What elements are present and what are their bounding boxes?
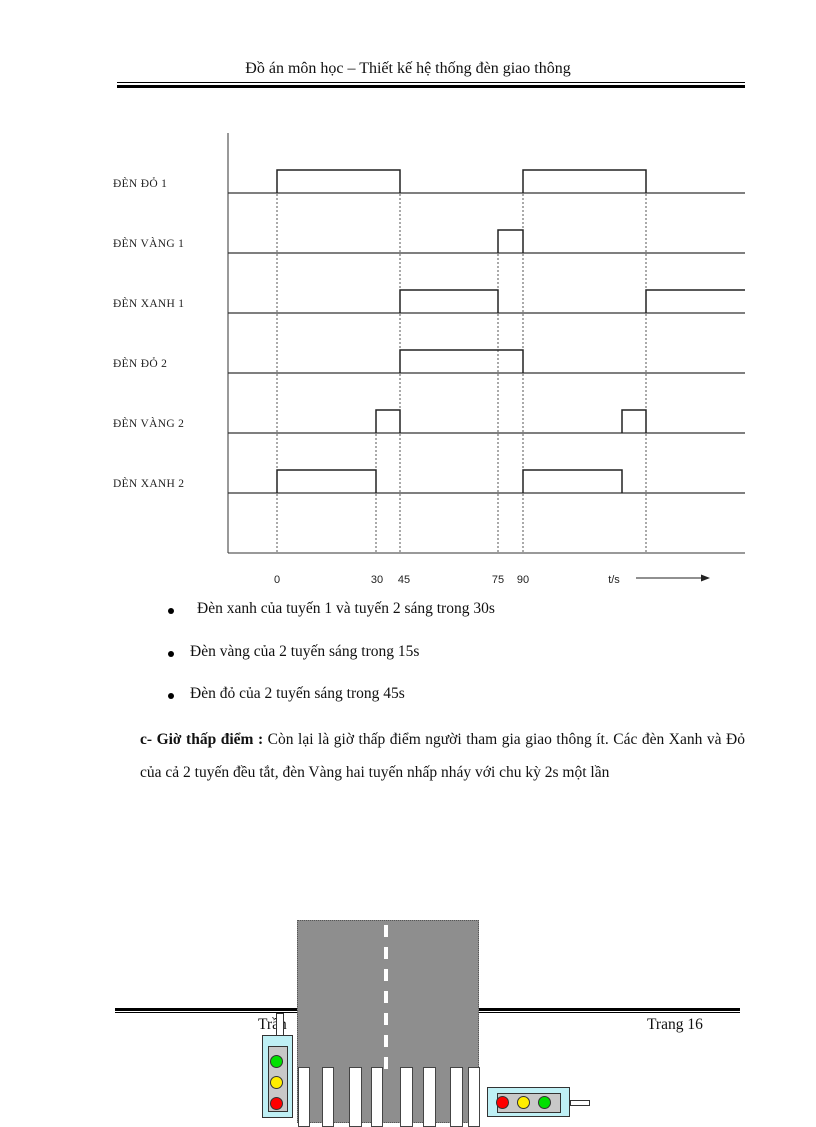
bullet-dot-icon bbox=[168, 651, 174, 657]
crosswalk-stripe bbox=[450, 1067, 463, 1127]
bullet-text: Đèn đỏ của 2 tuyến sáng trong 45s bbox=[190, 685, 405, 702]
crosswalk-stripe bbox=[349, 1067, 362, 1127]
signal-label: ĐÈN ĐỎ 2 bbox=[113, 356, 167, 370]
lane-divider-dash bbox=[384, 991, 388, 1003]
left-signal-lamp-icon bbox=[270, 1076, 283, 1089]
x-tick-label: 30 bbox=[371, 574, 383, 586]
signal-pulse bbox=[399, 289, 499, 313]
lane-divider-dash bbox=[384, 969, 388, 981]
signal-pulse bbox=[497, 229, 524, 253]
lane-divider-dash bbox=[384, 1057, 388, 1069]
signal-pulse bbox=[621, 409, 647, 433]
time-arrow-head bbox=[701, 574, 710, 582]
bullet-text: Đèn xanh của tuyến 1 và tuyến 2 sáng tro… bbox=[197, 600, 495, 617]
x-tick-label: 90 bbox=[517, 574, 529, 586]
header-rule bbox=[117, 82, 745, 83]
signal-label: ĐÈN VÀNG 2 bbox=[113, 416, 184, 430]
right-signal-lamp-icon bbox=[496, 1096, 509, 1109]
crosswalk-stripe bbox=[423, 1067, 436, 1127]
left-signal-lamp-icon bbox=[270, 1055, 283, 1068]
road-illustration bbox=[297, 920, 480, 1127]
header-rule-thick bbox=[117, 85, 745, 88]
right-signal-pole bbox=[570, 1100, 590, 1106]
footer-page-number: Trang 16 bbox=[647, 1016, 703, 1033]
left-signal-pole bbox=[276, 1013, 284, 1036]
right-signal-lamp-icon bbox=[538, 1096, 551, 1109]
signal-pulse bbox=[276, 169, 401, 193]
bullet-text: Đèn vàng của 2 tuyến sáng trong 15s bbox=[190, 643, 420, 660]
x-axis-label: t/s bbox=[608, 574, 620, 586]
signal-label: ĐÈN XANH 1 bbox=[113, 296, 184, 310]
crosswalk-stripe bbox=[468, 1067, 480, 1127]
section-c-body: Còn lại là giờ thấp điểm người tham gia … bbox=[140, 731, 745, 781]
right-signal-lamp-icon bbox=[517, 1096, 530, 1109]
section-c-paragraph: c- Giờ thấp điểm : Còn lại là giờ thấp đ… bbox=[140, 723, 745, 789]
crosswalk-stripe bbox=[322, 1067, 334, 1127]
signal-pulse bbox=[645, 289, 745, 313]
signal-pulse bbox=[522, 469, 623, 493]
left-signal-lamp-icon bbox=[270, 1097, 283, 1110]
x-tick-label: 75 bbox=[492, 574, 504, 586]
signal-pulse bbox=[399, 349, 524, 373]
signal-pulse bbox=[375, 409, 401, 433]
crosswalk-stripe bbox=[298, 1067, 310, 1127]
x-tick-label: 45 bbox=[398, 574, 410, 586]
page-header-title: Đồ án môn học – Thiết kế hệ thống đèn gi… bbox=[245, 60, 571, 77]
timing-diagram: ĐÈN ĐỎ 1 ĐÈN VÀNG 1 ĐÈN XANH 1 ĐÈN ĐỎ 2 ĐÈN … bbox=[113, 133, 745, 586]
lane-divider-dash bbox=[384, 1013, 388, 1025]
lane-divider-dash bbox=[384, 947, 388, 959]
signal-pulse bbox=[276, 469, 377, 493]
crosswalk-stripe bbox=[400, 1067, 413, 1127]
signal-label: ĐÈN VÀNG 1 bbox=[113, 236, 184, 250]
lane-divider-dash bbox=[384, 925, 388, 937]
signal-label: DÈN XANH 2 bbox=[113, 476, 184, 490]
section-c-heading: c- Giờ thấp điểm : bbox=[140, 731, 264, 748]
signal-pulse bbox=[522, 169, 647, 193]
crosswalk-stripe bbox=[371, 1067, 383, 1127]
lane-divider-dash bbox=[384, 1035, 388, 1047]
bullet-dot-icon bbox=[168, 608, 174, 614]
signal-label: ĐÈN ĐỎ 1 bbox=[113, 176, 167, 190]
bullet-dot-icon bbox=[168, 693, 174, 699]
x-tick-label: 0 bbox=[274, 574, 280, 586]
